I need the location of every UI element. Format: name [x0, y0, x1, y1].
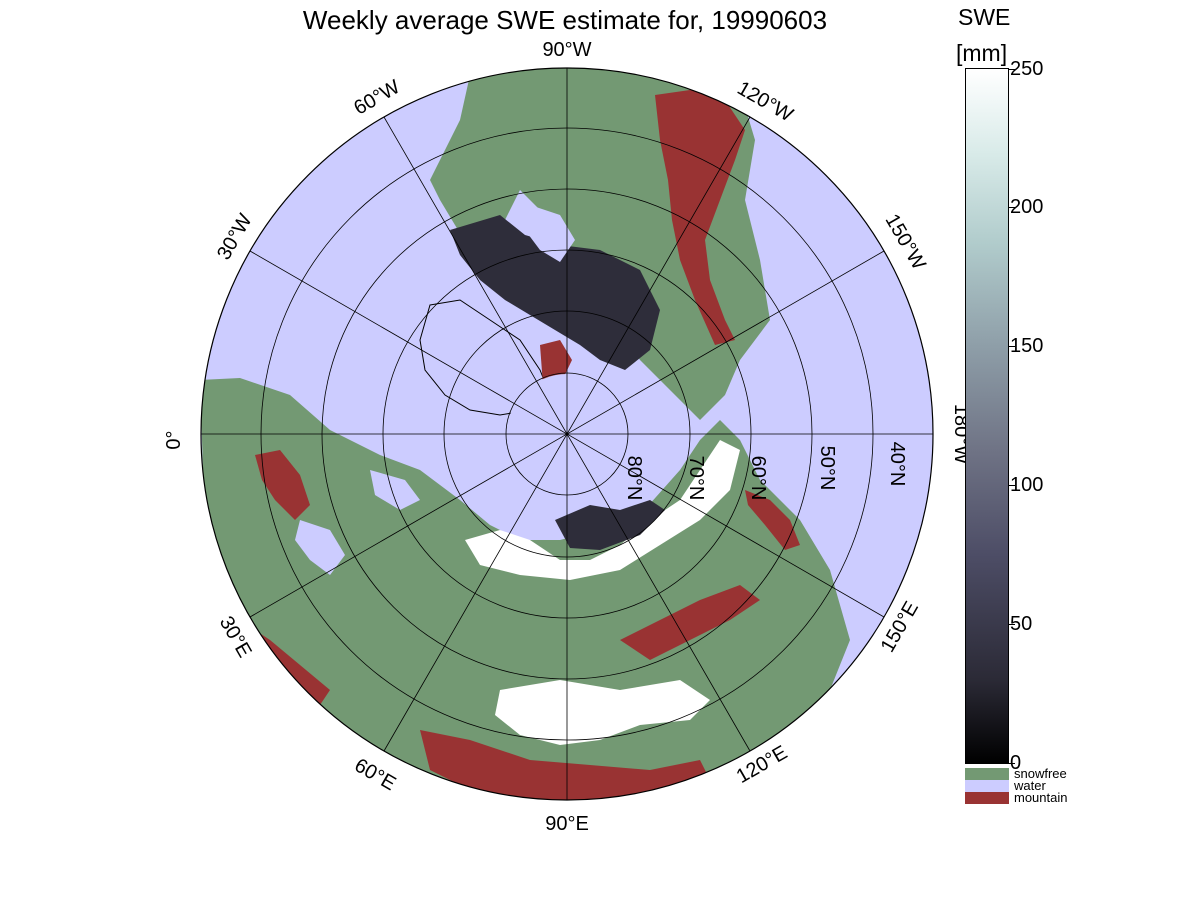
colorbar-tick-50: [1009, 624, 1015, 625]
colorbar-label-50: 50: [1010, 613, 1033, 635]
colorbar-unit: [mm]: [956, 40, 1008, 66]
colorbar-label-0: 0: [1010, 752, 1022, 774]
colorbar-tick-250: [1009, 69, 1015, 70]
colorbar-label-150: 150: [1010, 335, 1044, 357]
lon-label-30e: 30°E: [215, 613, 256, 662]
legend-swatch-water: [965, 780, 1009, 792]
colorbar-title: SWE: [958, 4, 1011, 30]
map-boundary: [200, 67, 934, 801]
mountain-alaska: [540, 340, 572, 385]
snow-region-taimyr: [555, 500, 665, 550]
map-title: Weekly average SWE estimate for, 1999060…: [302, 5, 828, 35]
hudson-bay: [525, 205, 575, 262]
lat-label-70n: 70°N: [685, 456, 707, 501]
mountain-east-siberia: [620, 585, 760, 660]
lon-label-90w: 90°W: [542, 39, 591, 61]
colorbar-tick-0: [1009, 763, 1015, 764]
lat-label-50n: 50°N: [816, 446, 838, 491]
snow-region-siberia-fresh: [465, 440, 740, 580]
mountain-himalaya: [420, 730, 710, 800]
lon-label-90e: 90°E: [545, 813, 589, 835]
colorbar-tick-100: [1009, 485, 1015, 486]
mountain-kamchatka: [745, 490, 800, 550]
legend-label-mountain: mountain: [1014, 790, 1068, 805]
snow-region-central-asia: [495, 680, 710, 745]
mountain-scandinavia: [255, 450, 310, 520]
snow-region-arctic-islands: [450, 215, 660, 370]
colorbar-label-200: 200: [1010, 196, 1044, 218]
white-sea: [370, 470, 420, 510]
colorbar-label-100: 100: [1010, 474, 1044, 496]
lat-label-40n: 40°N: [886, 442, 908, 487]
colorbar-gradient: [965, 68, 1009, 764]
longitude-grid: [201, 68, 933, 800]
lat-label-80n: 80°N: [623, 456, 645, 501]
lon-label-60e: 60°E: [351, 754, 400, 795]
legend-swatch-snowfree: [965, 768, 1009, 780]
colorbar-label-250: 250: [1010, 58, 1044, 80]
legend-swatch-mountain: [965, 792, 1009, 804]
mountain-rockies: [655, 90, 745, 345]
baltic-sea: [295, 520, 345, 575]
lon-label-0: 0°: [163, 430, 185, 449]
lat-label-60n: 60°N: [747, 456, 769, 501]
legend-label-water: water: [1014, 778, 1046, 793]
colorbar-tick-200: [1009, 207, 1015, 208]
colorbar-tick-150: [1009, 346, 1015, 347]
legend-label-snowfree: snowfree: [1014, 766, 1067, 781]
